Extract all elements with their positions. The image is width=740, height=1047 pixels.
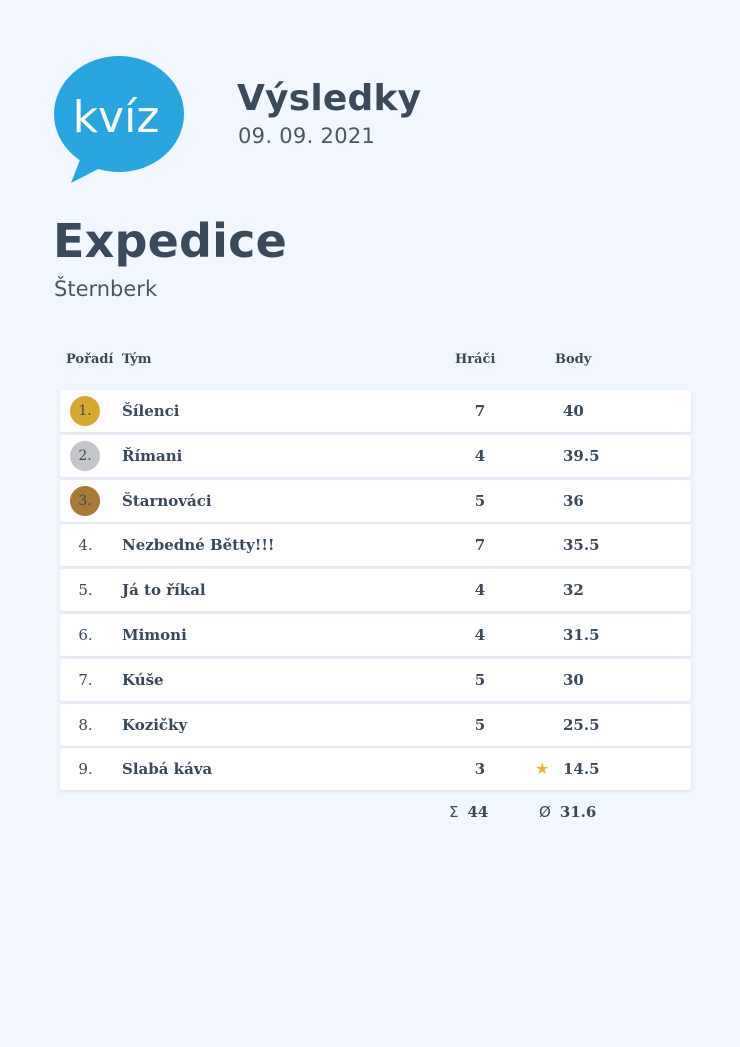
logo-text: kvíz — [73, 92, 160, 143]
team-name: Šílenci — [122, 402, 180, 420]
points-avg: 31.6 — [559, 803, 597, 821]
team-name: Nezbedné Bětty!!! — [122, 536, 275, 555]
player-count: 4 — [474, 625, 486, 644]
team-name: Kozičky — [122, 715, 188, 734]
points-average: Ø 31.6 — [539, 803, 596, 821]
player-count: 5 — [474, 491, 486, 510]
table-row: 8. Kozičky 5 25.5 — [60, 703, 691, 746]
team-name: Slabá káva — [122, 760, 213, 779]
player-count: 5 — [474, 715, 486, 734]
team-name: Římani — [122, 446, 183, 465]
column-header-players: Hráči — [455, 352, 496, 367]
points: 35.5 — [563, 536, 600, 555]
player-count: 4 — [474, 446, 486, 465]
points: 32 — [563, 581, 584, 600]
quiz-date: 09. 09. 2021 — [238, 124, 376, 148]
venue-name: Expedice — [53, 214, 287, 268]
table-row: 1. Šílenci 7 40 — [60, 390, 691, 432]
player-count: 7 — [474, 536, 486, 555]
points: 40 — [563, 402, 584, 420]
kviz-logo: kvíz — [54, 56, 184, 183]
team-name: Mimoni — [122, 625, 187, 644]
points: 39.5 — [563, 446, 600, 465]
column-header-rank: Pořadí — [66, 352, 114, 367]
rank: 7. — [78, 670, 93, 689]
rank: 8. — [78, 715, 93, 734]
team-name: Já to říkal — [122, 581, 206, 600]
team-name: Kúše — [122, 670, 164, 689]
points: 30 — [563, 670, 584, 689]
column-header-team: Tým — [122, 352, 152, 367]
points: 14.5 — [563, 760, 600, 779]
sum-symbol: Σ — [449, 803, 459, 821]
table-row: 2. Římani 4 39.5 — [60, 434, 691, 477]
table-row: 9. Slabá káva 3 ★ 14.5 — [60, 748, 691, 791]
page-title: Výsledky — [237, 78, 422, 119]
venue-city: Šternberk — [54, 277, 158, 301]
table-row: 6. Mimoni 4 31.5 — [60, 613, 691, 656]
table-row: 7. Kúše 5 30 — [60, 658, 691, 701]
points: 36 — [563, 491, 584, 510]
rank: 6. — [78, 625, 93, 644]
average-symbol: Ø — [539, 803, 551, 821]
table-row: 3. Štarnováci 5 36 — [60, 479, 691, 522]
star-icon: ★ — [535, 759, 550, 779]
points: 25.5 — [563, 715, 600, 734]
gold-medal-rank: 1. — [70, 396, 100, 426]
table-row: 5. Já to říkal 4 32 — [60, 569, 691, 612]
column-header-points: Body — [555, 352, 592, 367]
rank: 9. — [78, 760, 93, 779]
player-count: 5 — [474, 670, 486, 689]
players-total: Σ 44 — [449, 803, 488, 821]
bronze-medal-rank: 3. — [70, 485, 100, 516]
silver-medal-rank: 2. — [70, 440, 100, 471]
team-name: Štarnováci — [122, 491, 212, 510]
player-count: 3 — [474, 760, 486, 779]
player-count: 7 — [474, 402, 486, 420]
table-row: 4. Nezbedné Bětty!!! 7 35.5 — [60, 524, 691, 567]
players-sum: 44 — [467, 803, 489, 821]
rank: 5. — [78, 581, 93, 600]
rank: 4. — [78, 536, 93, 555]
points: 31.5 — [563, 625, 600, 644]
results-table: 1. Šílenci 7 40 2. Římani 4 39.5 3. Štarnováci 5 36… — [60, 390, 691, 793]
player-count: 4 — [474, 581, 486, 600]
